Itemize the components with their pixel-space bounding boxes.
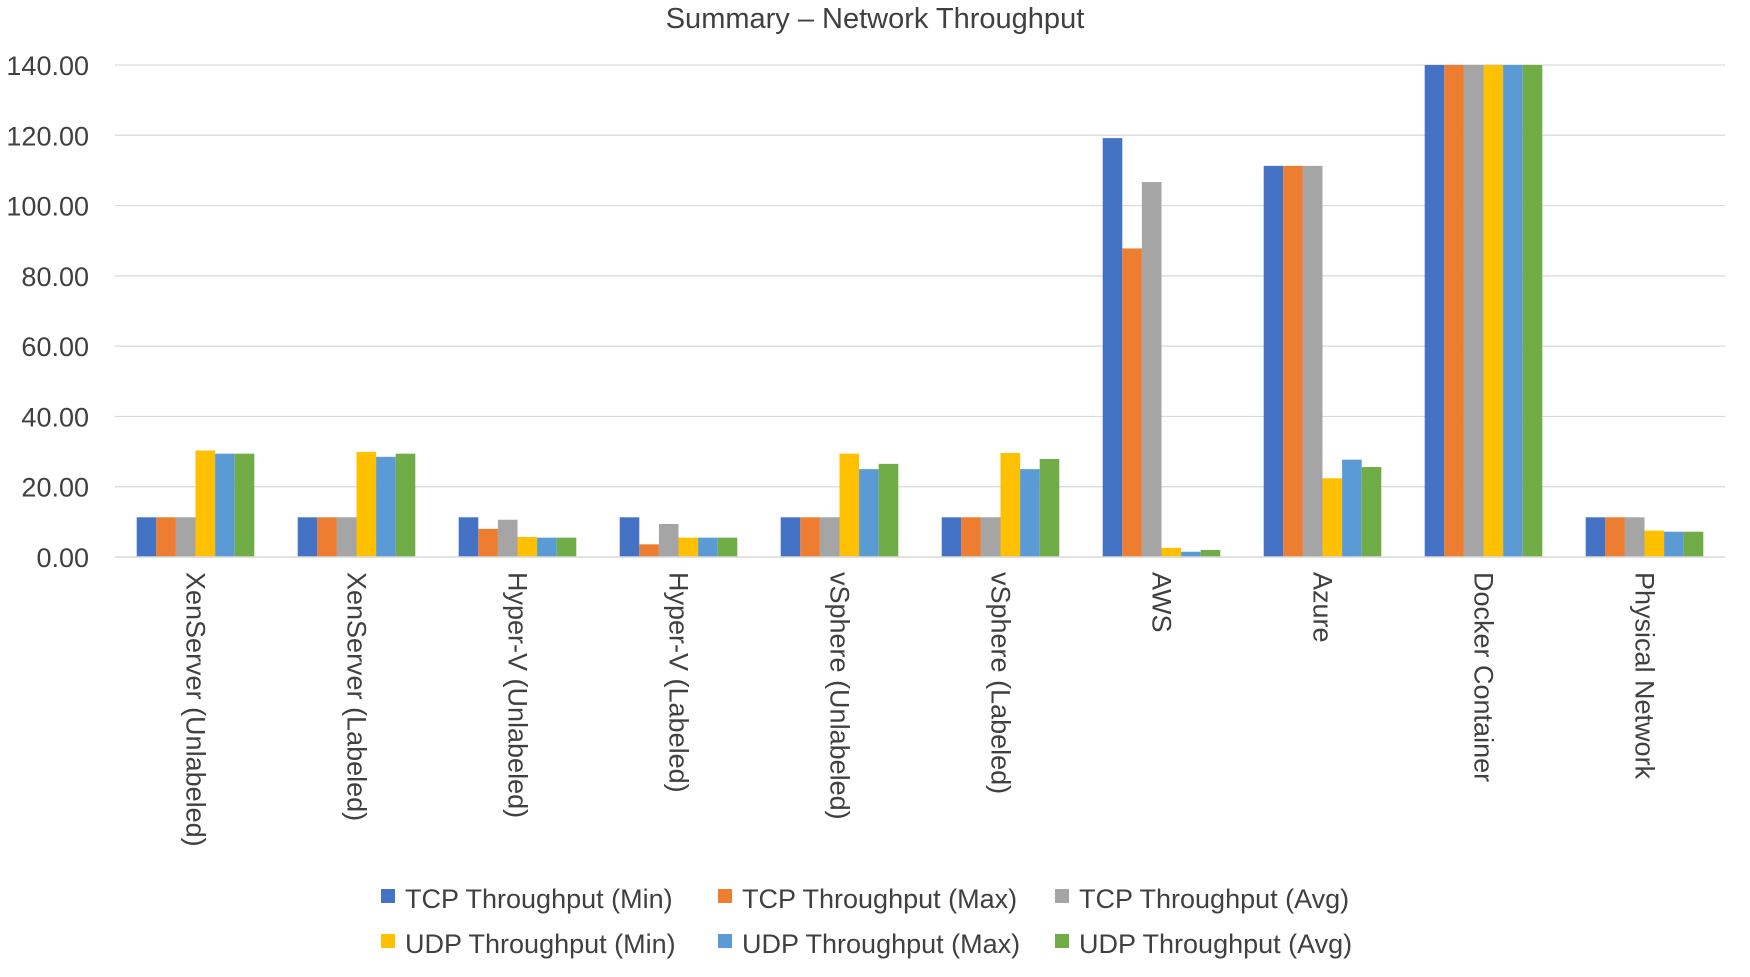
y-tick-label: 120.00 bbox=[6, 121, 89, 151]
bar bbox=[961, 517, 981, 557]
bar bbox=[556, 537, 577, 557]
bar bbox=[356, 451, 377, 557]
bar bbox=[980, 517, 1001, 557]
bar bbox=[878, 463, 899, 557]
bar bbox=[1141, 182, 1162, 558]
y-tick-label: 0.00 bbox=[36, 543, 89, 573]
bar bbox=[1342, 459, 1362, 557]
bar bbox=[136, 517, 157, 557]
bar bbox=[619, 517, 640, 557]
legend-swatch bbox=[718, 934, 732, 948]
legend-swatch bbox=[381, 934, 395, 948]
x-tick-label: XenServer (Labeled) bbox=[342, 572, 372, 821]
bar bbox=[859, 469, 879, 557]
bar bbox=[517, 536, 538, 557]
bar bbox=[1585, 517, 1606, 557]
bar bbox=[658, 523, 679, 557]
bar bbox=[175, 517, 196, 557]
legend-swatch bbox=[381, 889, 395, 903]
bar bbox=[800, 517, 820, 557]
bar bbox=[1624, 517, 1645, 557]
bars bbox=[136, 65, 1704, 558]
bar bbox=[376, 456, 396, 557]
bar bbox=[941, 517, 962, 557]
bar bbox=[1322, 478, 1343, 557]
bar bbox=[1200, 549, 1221, 557]
bar bbox=[336, 517, 357, 557]
bar bbox=[1161, 547, 1182, 557]
bar bbox=[698, 537, 718, 557]
bar bbox=[1102, 138, 1123, 557]
bar bbox=[215, 453, 235, 557]
legend-label: UDP Throughput (Avg) bbox=[1079, 929, 1352, 959]
bar bbox=[839, 453, 860, 557]
legend: TCP Throughput (Min) TCP Throughput (Max)… bbox=[381, 884, 1352, 959]
y-tick-label: 80.00 bbox=[21, 262, 89, 292]
legend-label: TCP Throughput (Min) bbox=[405, 884, 673, 914]
bar bbox=[678, 537, 699, 557]
x-tick-label: Azure bbox=[1308, 572, 1338, 643]
bar bbox=[478, 528, 498, 557]
bar bbox=[717, 537, 738, 557]
bar bbox=[780, 517, 801, 557]
y-tick-label: 100.00 bbox=[6, 192, 89, 222]
bar bbox=[819, 517, 840, 557]
legend-label: UDP Throughput (Max) bbox=[742, 929, 1020, 959]
bar bbox=[1503, 65, 1523, 557]
bar bbox=[395, 453, 416, 557]
x-tick-label: XenServer (Unlabeled) bbox=[181, 572, 211, 847]
bar bbox=[195, 450, 216, 557]
x-tick-label: Docker Container bbox=[1469, 572, 1499, 782]
bar bbox=[1522, 65, 1543, 557]
y-tick-label: 20.00 bbox=[21, 473, 89, 503]
legend-label: UDP Throughput (Min) bbox=[405, 929, 676, 959]
bar bbox=[317, 517, 337, 557]
bar bbox=[497, 519, 518, 557]
bar bbox=[1361, 467, 1382, 557]
x-tick-label: Hyper-V (Labeled) bbox=[664, 572, 694, 793]
bar bbox=[1605, 517, 1625, 557]
x-tick-label: Physical Network bbox=[1630, 572, 1660, 780]
x-axis-ticks: XenServer (Unlabeled) XenServer (Labeled)… bbox=[181, 572, 1660, 847]
bar bbox=[156, 517, 176, 557]
bar bbox=[458, 517, 479, 557]
y-tick-label: 60.00 bbox=[21, 332, 89, 362]
bar bbox=[1263, 165, 1284, 558]
x-tick-label: AWS bbox=[1147, 572, 1177, 633]
legend-label: TCP Throughput (Avg) bbox=[1079, 884, 1349, 914]
bar bbox=[1444, 65, 1464, 557]
bar bbox=[1181, 551, 1201, 557]
gridlines bbox=[115, 64, 1725, 488]
bar bbox=[1424, 65, 1445, 557]
bar bbox=[1644, 530, 1665, 557]
bar bbox=[639, 544, 659, 557]
bar bbox=[1122, 248, 1142, 557]
y-axis-ticks: 0.00 20.00 40.00 60.00 80.00 100.00 120.00 140.… bbox=[6, 51, 89, 573]
bar bbox=[297, 517, 318, 557]
legend-swatch bbox=[1055, 889, 1069, 903]
y-tick-label: 140.00 bbox=[6, 51, 89, 81]
bar bbox=[1302, 165, 1323, 558]
x-tick-label: Hyper-V (Unlabeled) bbox=[503, 572, 533, 818]
legend-label: TCP Throughput (Max) bbox=[742, 884, 1017, 914]
legend-swatch bbox=[1055, 934, 1069, 948]
bar bbox=[1463, 65, 1484, 557]
x-tick-label: vSphere (Unlabeled) bbox=[825, 572, 855, 820]
bar bbox=[537, 537, 557, 557]
bar bbox=[234, 453, 255, 557]
legend-swatch bbox=[718, 889, 732, 903]
chart-title: Summary – Network Throughput bbox=[666, 3, 1085, 35]
bar bbox=[1683, 531, 1704, 557]
bar bbox=[1283, 165, 1303, 558]
bar bbox=[1020, 469, 1040, 557]
bar bbox=[1000, 452, 1021, 557]
bar bbox=[1039, 458, 1060, 557]
bar bbox=[1483, 65, 1504, 557]
bar bbox=[1664, 531, 1684, 557]
y-tick-label: 40.00 bbox=[21, 402, 89, 432]
x-tick-label: vSphere (Labeled) bbox=[986, 572, 1016, 794]
